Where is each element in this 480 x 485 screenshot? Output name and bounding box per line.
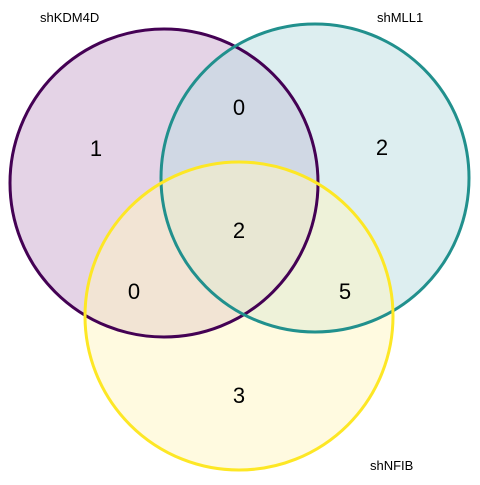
count-shkdm4d-shnfib: 0 xyxy=(128,279,140,304)
count-shkdm4d-shmll1: 0 xyxy=(233,95,245,120)
set-shnfib-outline xyxy=(83,160,395,472)
count-shmll1-shnfib: 5 xyxy=(339,279,351,304)
count-all-three: 2 xyxy=(233,218,245,243)
count-shmll1-only: 2 xyxy=(376,135,388,160)
set-label-shkdm4d: shKDM4D xyxy=(40,10,99,25)
set-label-shmll1: shMLL1 xyxy=(377,10,423,25)
count-shkdm4d-only: 1 xyxy=(90,136,102,161)
count-shnfib-only: 3 xyxy=(233,383,245,408)
set-shmll1-outline xyxy=(159,22,471,334)
set-label-shnfib: shNFIB xyxy=(370,458,413,473)
